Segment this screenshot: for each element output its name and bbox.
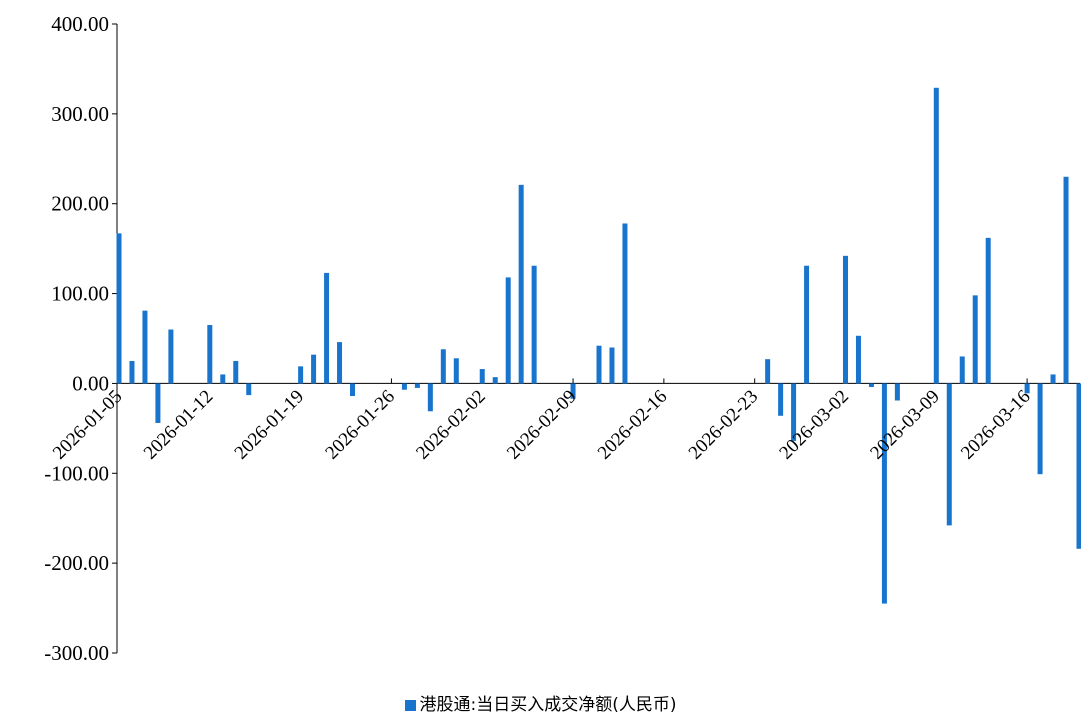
legend: 港股通:当日买入成交净额(人民币) [0,690,1081,715]
bar [986,238,991,384]
bar [882,383,887,603]
bar [233,361,238,383]
bar [843,256,848,384]
bar [220,374,225,383]
bar [804,266,809,384]
bar [454,358,459,383]
bar [506,277,511,383]
bar [337,342,342,383]
bar [778,383,783,415]
bar [765,359,770,383]
legend-swatch [405,700,416,711]
bar [597,346,602,384]
x-tick-label: 2026-03-09 [866,386,944,464]
bar [311,355,316,384]
bar [246,383,251,395]
x-tick-label: 2026-02-02 [412,386,490,464]
bar [622,223,627,383]
y-tick-label: 300.00 [51,102,109,126]
bar [1064,177,1069,384]
bar [532,266,537,384]
bar [428,383,433,411]
bar [441,349,446,383]
x-tick-label: 2026-02-16 [594,386,672,464]
bar [402,383,407,389]
y-tick-label: 400.00 [51,12,109,36]
bar [415,383,420,387]
bar [960,356,965,383]
bar [117,233,122,383]
bar [129,361,134,383]
x-tick-label: 2026-01-12 [140,386,218,464]
bar [142,311,147,384]
bar [609,347,614,383]
bar [207,325,212,383]
x-tick-label: 2026-03-02 [775,386,853,464]
bar [480,369,485,383]
y-tick-label: -300.00 [44,641,109,665]
x-tick-label: 2026-02-09 [503,386,581,464]
bar [493,377,498,383]
x-tick-label: 2026-01-05 [49,386,127,464]
bar [298,366,303,383]
bar-chart: 400.00 300.00 200.00 100.00 0.00 -100.00 -200.… [0,0,1081,690]
bar [324,273,329,384]
bar [869,383,874,387]
bar [168,330,173,384]
bar [1038,383,1043,474]
y-tick-label: -100.00 [44,461,109,485]
x-tick-label: 2026-03-16 [957,386,1035,464]
bar [1077,383,1081,548]
bar [973,295,978,383]
bar [856,336,861,384]
bar [155,383,160,423]
bar [1051,374,1056,383]
bar [934,88,939,384]
bar [519,185,524,384]
bars [117,88,1081,604]
y-tick-label: 200.00 [51,192,109,216]
legend-label: 港股通:当日买入成交净额(人民币) [420,695,677,715]
x-tick-label: 2026-02-23 [685,386,763,464]
x-tick-label: 2026-01-26 [321,386,399,464]
x-tick-label: 2026-01-19 [231,386,309,464]
bar [350,383,355,396]
bar [895,383,900,400]
bar [947,383,952,525]
y-tick-label: -200.00 [44,551,109,575]
y-tick-label: 0.00 [72,371,109,395]
y-tick-label: 100.00 [51,282,109,306]
y-axis: 400.00 300.00 200.00 100.00 0.00 -100.00 -200.… [44,12,117,665]
